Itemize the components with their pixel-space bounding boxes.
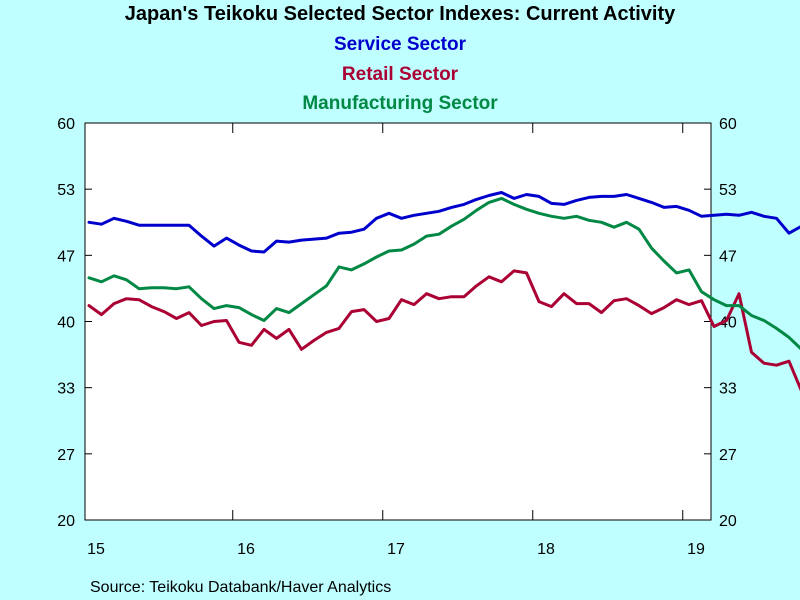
- plot-area: [84, 122, 712, 521]
- series-line-manufacturing-sector: [87, 196, 800, 350]
- x-tick-label: 15: [87, 541, 105, 558]
- axes: 20 20 27 27 33 33 40 40 47 47 53 53 60 60 15 16 17 18 19: [57, 116, 737, 558]
- y-tick-label-left: 53: [57, 182, 75, 199]
- y-tick-label-right: 60: [719, 116, 737, 133]
- y-tick-label-right: 20: [719, 513, 737, 530]
- y-tick-label-right: 40: [719, 315, 737, 332]
- y-tick-label-right: 33: [719, 381, 737, 398]
- series-layer: [87, 191, 800, 392]
- y-tick-label-left: 40: [57, 315, 75, 332]
- series-line-service-sector: [87, 191, 800, 254]
- y-tick-label-left: 47: [57, 248, 75, 265]
- y-tick-label-left: 27: [57, 447, 75, 464]
- y-tick-label-right: 53: [719, 182, 737, 199]
- chart-title: Japan's Teikoku Selected Sector Indexes:…: [125, 3, 676, 25]
- x-tick-label: 19: [687, 541, 705, 558]
- chart-titles: Japan's Teikoku Selected Sector Indexes:…: [125, 3, 676, 114]
- legend-service-sector: Service Sector: [334, 34, 467, 55]
- legend-retail-sector: Retail Sector: [342, 64, 459, 85]
- y-tick-label-left: 60: [57, 116, 75, 133]
- legend-manufacturing-sector: Manufacturing Sector: [302, 93, 498, 114]
- x-tick-label: 17: [387, 541, 405, 558]
- y-tick-label-right: 27: [719, 447, 737, 464]
- y-tick-label-right: 47: [719, 248, 737, 265]
- series-line-retail-sector: [87, 269, 800, 392]
- x-tick-label: 18: [537, 541, 555, 558]
- x-tick-label: 16: [237, 541, 255, 558]
- y-tick-label-left: 20: [57, 513, 75, 530]
- y-tick-label-left: 33: [57, 381, 75, 398]
- source-note: Source: Teikoku Databank/Haver Analytics: [90, 579, 391, 596]
